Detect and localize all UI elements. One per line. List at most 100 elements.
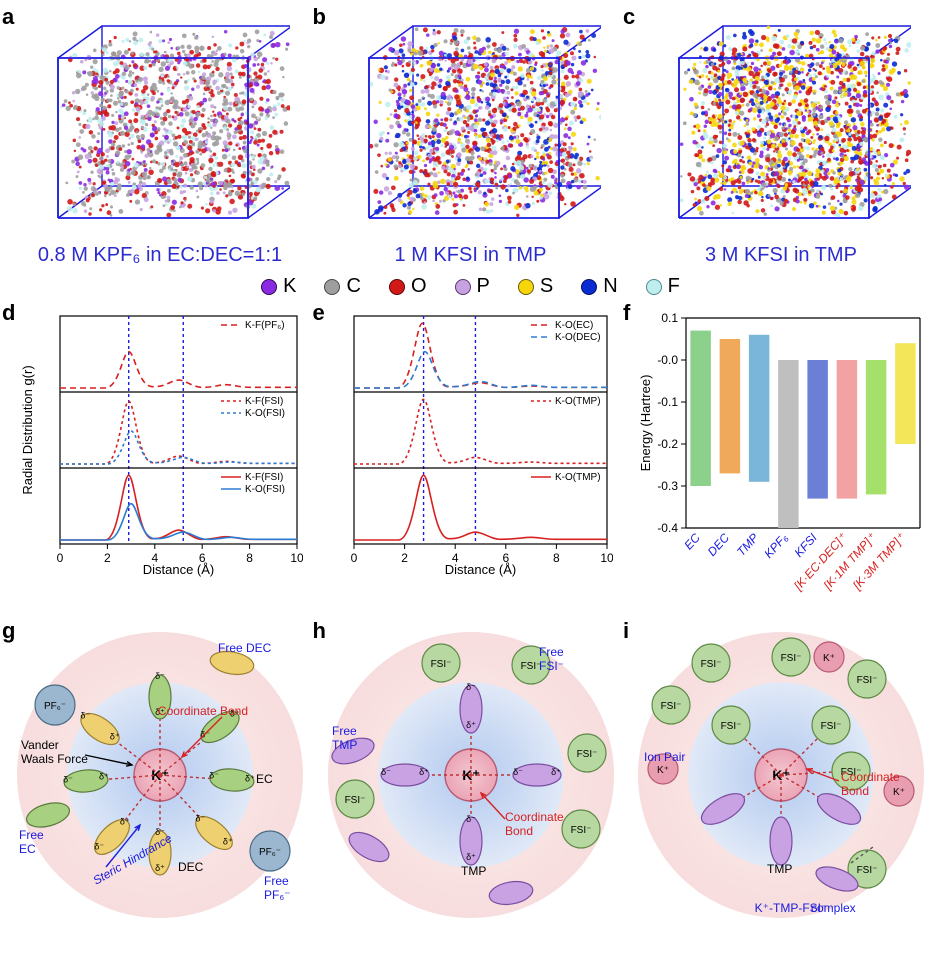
svg-text:δ⁺: δ⁺ — [155, 863, 165, 873]
rdf-plot-d: 0246810Distance (Å)Radial Distribution g… — [18, 308, 303, 578]
atom-dot-icon — [261, 279, 277, 295]
svg-text:Vander: Vander — [21, 738, 59, 752]
panel-f-label: f — [623, 300, 630, 326]
legend-item: F — [646, 275, 680, 298]
caption-b: 1 M KFSI in TMP — [321, 244, 621, 267]
svg-text:K-F(PF₆): K-F(PF₆) — [245, 320, 285, 331]
svg-text:-0.2: -0.2 — [657, 437, 678, 451]
legend-item: C — [324, 275, 360, 298]
panel-a-label: a — [2, 4, 14, 30]
svg-text:K-F(FSI): K-F(FSI) — [245, 396, 283, 407]
svg-text:Distance (Å): Distance (Å) — [142, 562, 214, 577]
svg-text:δ⁺: δ⁺ — [223, 837, 233, 847]
svg-text:K-O(TMP): K-O(TMP) — [555, 396, 601, 407]
svg-text:Distance (Å): Distance (Å) — [445, 562, 517, 577]
svg-text:Free DEC: Free DEC — [218, 641, 272, 655]
panel-i-label: i — [623, 618, 629, 644]
panel-h: h K⁺δ⁻δ⁺δ⁻δ⁺δ⁻δ⁺δ⁻δ⁺FSI⁻FSI⁻FSI⁻FSI⁻FSI⁻… — [321, 622, 621, 920]
legend-item: N — [581, 275, 617, 298]
panel-h-label: h — [313, 618, 326, 644]
svg-text:2: 2 — [104, 551, 111, 565]
rdf-plot-e: 0246810Distance (Å)K-O(EC)K-O(DEC)K-O(TM… — [328, 308, 613, 578]
panel-e: e 0246810Distance (Å)K-O(EC)K-O(DEC)K-O(… — [321, 304, 621, 618]
atom-legend: KCOPSNF — [10, 275, 931, 298]
bar-plot-f: -0.4 -0.3 -0.2 -0.1 -0.0 0.1 Energy (Hartree) E… — [636, 308, 926, 618]
svg-text:δ⁻: δ⁻ — [155, 671, 165, 681]
legend-item: P — [455, 275, 490, 298]
legend-label: O — [411, 275, 427, 298]
legend-label: C — [346, 275, 360, 298]
svg-text:EC: EC — [681, 530, 703, 552]
svg-text:PF₆⁻: PF₆⁻ — [259, 847, 281, 858]
svg-text:-0.1: -0.1 — [657, 395, 678, 409]
svg-text:K-O(FSI): K-O(FSI) — [245, 484, 285, 495]
panel-i: i K⁺FSI⁻FSI⁻FSI⁻FSI⁻FSI⁻FSI⁻FSI⁻K⁺K⁺K⁺FS… — [631, 622, 931, 920]
atom-dot-icon — [646, 279, 662, 295]
simbox-b — [341, 18, 601, 238]
row-sim-boxes: a 0.8 M KPF₆ in EC:DEC=1:1 b 1 M KFSI in… — [10, 8, 931, 267]
panel-b: b 1 M KFSI in TMP — [321, 8, 621, 267]
caption-a: 0.8 M KPF₆ in EC:DEC=1:1 — [10, 244, 310, 267]
svg-text:TMP: TMP — [734, 531, 761, 559]
svg-text:δ⁺: δ⁺ — [245, 774, 255, 784]
legend-label: K — [283, 275, 296, 298]
svg-text:0: 0 — [56, 551, 63, 565]
legend-label: N — [603, 275, 617, 298]
svg-text:δ⁺: δ⁺ — [110, 731, 120, 741]
panel-a: a 0.8 M KPF₆ in EC:DEC=1:1 — [10, 8, 310, 267]
svg-text:δ⁻: δ⁻ — [80, 711, 90, 721]
simbox-a — [30, 18, 290, 238]
panel-g: g K⁺δ⁻δ⁺δ⁻δ⁺δ⁻δ⁺δ⁻δ⁺δ⁻δ⁺δ⁻δ⁺δ⁻δ⁺δ⁻δ⁺PF₆⁻… — [10, 622, 310, 920]
svg-text:K-O(EC): K-O(EC) — [555, 320, 593, 331]
panel-d: d 0246810Distance (Å)Radial Distribution… — [10, 304, 310, 618]
svg-text:10: 10 — [290, 551, 303, 565]
simbox-c — [651, 18, 911, 238]
panel-f: f -0.4-0.3-0.2-0.1-0.00.1Energy (Hartree… — [631, 304, 931, 618]
panel-c: c 3 M KFSI in TMP — [631, 8, 931, 267]
svg-text:K-O(FSI): K-O(FSI) — [245, 408, 285, 419]
svg-text:δ⁻: δ⁻ — [94, 842, 104, 852]
legend-label: P — [477, 275, 490, 298]
svg-text:0.1: 0.1 — [661, 311, 678, 325]
svg-text:PF₆⁻: PF₆⁻ — [44, 701, 66, 712]
atom-dot-icon — [581, 279, 597, 295]
svg-text:K-O(DEC): K-O(DEC) — [555, 332, 601, 343]
svg-text:10: 10 — [600, 551, 613, 565]
svg-text:DEC: DEC — [705, 530, 733, 558]
svg-text:δ⁺: δ⁺ — [99, 771, 109, 781]
panel-g-label: g — [2, 618, 15, 644]
svg-text:δ⁻: δ⁻ — [195, 813, 205, 823]
figure: a 0.8 M KPF₆ in EC:DEC=1:1 b 1 M KFSI in… — [0, 0, 941, 940]
svg-text:δ⁻: δ⁻ — [63, 775, 73, 785]
svg-text:-0.0: -0.0 — [657, 353, 678, 367]
svg-text:Energy (Hartree): Energy (Hartree) — [638, 375, 653, 472]
panel-d-label: d — [2, 300, 15, 326]
legend-label: S — [540, 275, 553, 298]
svg-text:-0.3: -0.3 — [657, 479, 678, 493]
legend-item: S — [518, 275, 553, 298]
schematic-h: K⁺δ⁻δ⁺δ⁻δ⁺δ⁻δ⁺δ⁻δ⁺FSI⁻FSI⁻FSI⁻FSI⁻FSI⁻Fr… — [326, 630, 616, 920]
caption-c: 3 M KFSI in TMP — [631, 244, 931, 267]
panel-b-label: b — [313, 4, 326, 30]
svg-text:δ⁺: δ⁺ — [120, 816, 130, 826]
atom-dot-icon — [455, 279, 471, 295]
row-schematics: g K⁺δ⁻δ⁺δ⁻δ⁺δ⁻δ⁺δ⁻δ⁺δ⁻δ⁺δ⁻δ⁺δ⁻δ⁺δ⁻δ⁺PF₆⁻… — [10, 622, 931, 920]
schematic-g: K⁺δ⁻δ⁺δ⁻δ⁺δ⁻δ⁺δ⁻δ⁺δ⁻δ⁺δ⁻δ⁺δ⁻δ⁺δ⁻δ⁺PF₆⁻PF… — [15, 630, 305, 920]
panel-e-label: e — [313, 300, 325, 326]
panel-c-label: c — [623, 4, 635, 30]
svg-text:8: 8 — [553, 551, 560, 565]
schematic-i: K⁺FSI⁻FSI⁻FSI⁻FSI⁻FSI⁻FSI⁻FSI⁻K⁺K⁺K⁺FSI⁻… — [636, 630, 926, 920]
svg-text:K-O(TMP): K-O(TMP) — [555, 472, 601, 483]
svg-text:-0.4: -0.4 — [657, 521, 678, 535]
legend-label: F — [668, 275, 680, 298]
atom-dot-icon — [389, 279, 405, 295]
svg-text:δ⁻: δ⁻ — [209, 770, 219, 780]
svg-text:8: 8 — [246, 551, 253, 565]
svg-text:0: 0 — [351, 551, 358, 565]
svg-text:2: 2 — [401, 551, 408, 565]
svg-text:K-F(FSI): K-F(FSI) — [245, 472, 283, 483]
legend-item: K — [261, 275, 296, 298]
svg-text:Radial Distribution g(r): Radial Distribution g(r) — [20, 365, 35, 494]
atom-dot-icon — [518, 279, 534, 295]
atom-dot-icon — [324, 279, 340, 295]
